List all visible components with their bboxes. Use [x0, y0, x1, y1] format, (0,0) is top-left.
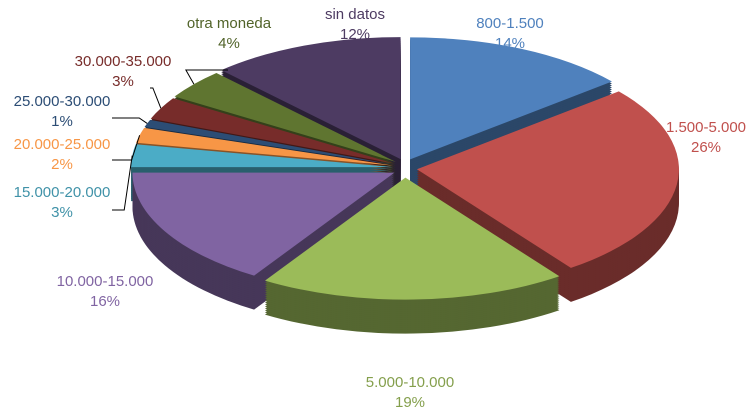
value-label: 4%	[218, 35, 240, 52]
category-label: 25.000-30.000	[14, 93, 111, 110]
pie-slice	[150, 98, 395, 164]
pie-slice	[410, 37, 612, 160]
category-label: 30.000-35.000	[75, 53, 172, 70]
value-label: 3%	[51, 204, 73, 221]
pie-slice	[174, 72, 396, 162]
pie-slice	[416, 91, 679, 268]
pie-slice	[221, 37, 401, 160]
leader-line	[185, 69, 228, 85]
value-label: 14%	[495, 35, 525, 52]
category-label: 800-1.500	[476, 15, 544, 32]
category-label: sin datos	[325, 6, 385, 23]
category-label: 10.000-15.000	[57, 273, 154, 290]
pie-slice	[132, 172, 395, 276]
value-label: 26%	[691, 139, 721, 156]
value-label: 12%	[340, 26, 370, 43]
category-label: 5.000-10.000	[366, 374, 454, 391]
value-label: 2%	[51, 156, 73, 173]
leader-line	[150, 87, 162, 109]
pie-slice	[264, 177, 560, 300]
category-label: 15.000-20.000	[14, 184, 111, 201]
pie-slice	[144, 119, 394, 165]
value-label: 19%	[395, 394, 425, 411]
leader-line	[112, 117, 148, 124]
category-label: 1.500-5.000	[666, 119, 746, 136]
value-label: 3%	[112, 73, 134, 90]
leader-line	[112, 135, 141, 161]
category-label: otra moneda	[187, 15, 272, 32]
leader-line	[112, 155, 133, 211]
pie-slice	[136, 127, 394, 166]
value-label: 16%	[90, 293, 120, 310]
category-label: 20.000-25.000	[14, 136, 111, 153]
pie-slice	[131, 144, 394, 168]
value-label: 1%	[51, 113, 73, 130]
